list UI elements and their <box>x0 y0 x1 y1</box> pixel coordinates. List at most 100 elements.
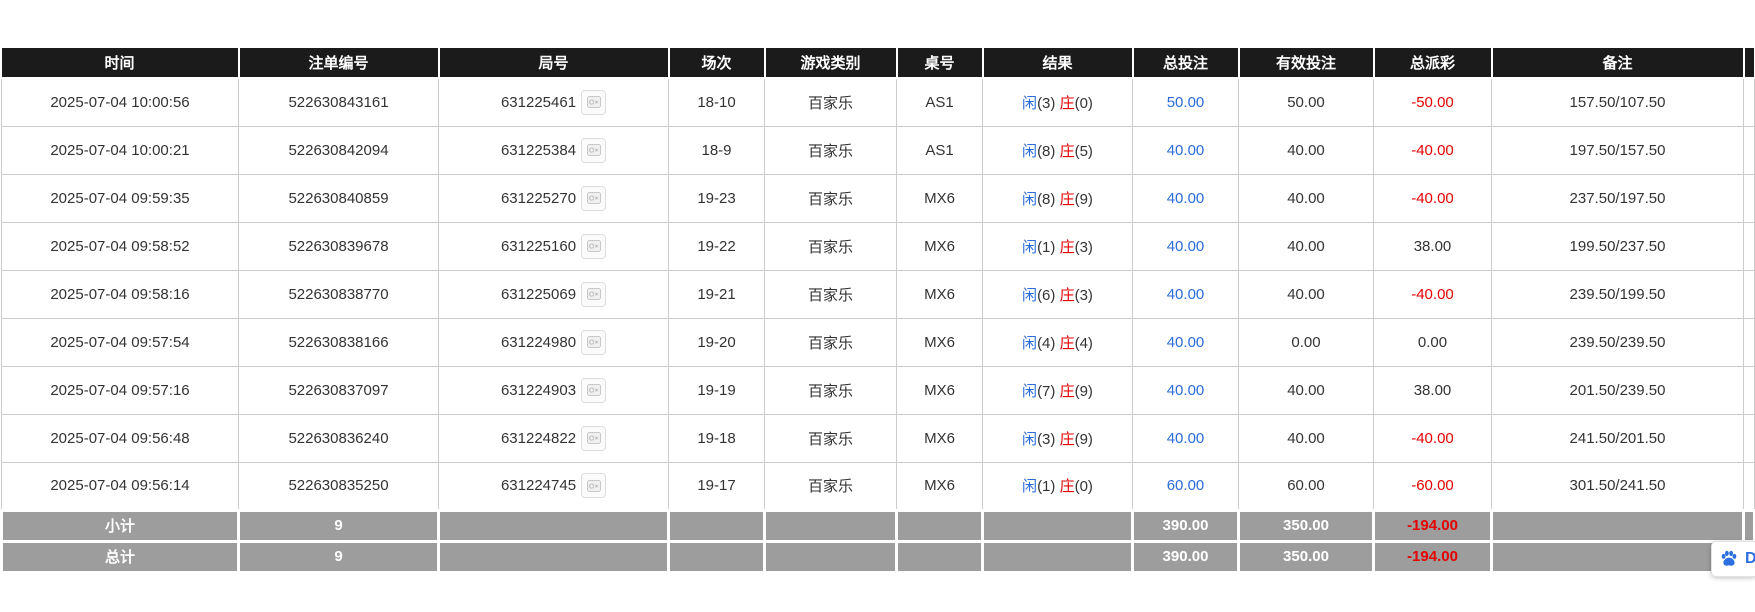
bet_id-text: 522630838166 <box>288 333 389 351</box>
valid_bet-text: 60.00 <box>1287 477 1325 494</box>
banker-label: 庄 <box>1059 94 1075 112</box>
video-replay-button[interactable] <box>581 473 607 498</box>
cell-session: 19-18 <box>668 413 765 463</box>
remark-text: 301.50/241.50 <box>1569 477 1666 494</box>
total-bet-link[interactable]: 40.00 <box>1166 333 1205 351</box>
video-replay-button[interactable] <box>581 233 607 259</box>
cell-round_id: 631224903 <box>438 365 669 415</box>
session-text: 19-17 <box>697 477 736 494</box>
bet_id-text: 522630843161 <box>288 93 389 111</box>
total-bet-link[interactable]: 40.00 <box>1166 285 1205 303</box>
total-bet-link[interactable]: 60.00 <box>1166 477 1205 494</box>
remark-text: 241.50/201.50 <box>1569 429 1666 447</box>
total-bet-link[interactable]: 40.00 <box>1166 189 1205 207</box>
subtotal-table-empty <box>895 508 984 543</box>
valid_bet-text: 40.00 <box>1287 381 1325 399</box>
cell-total_bet: 50.00 <box>1132 77 1239 127</box>
table-header-row: 时间 注单编号 局号 场次 游戏类别 桌号 结果 总投注 有效投注 总派彩 备注 <box>1 48 1755 79</box>
cell-total_payout: -60.00 <box>1373 461 1492 511</box>
total-result-empty <box>981 539 1134 574</box>
session-text: 18-9 <box>701 141 732 159</box>
cell-game_type: 百家乐 <box>764 221 897 271</box>
video-replay-icon <box>586 192 601 204</box>
total-label: 总计 <box>0 539 240 574</box>
total-bet-link[interactable]: 40.00 <box>1166 429 1205 447</box>
cell-session: 19-20 <box>668 317 765 367</box>
table_no-text: MX6 <box>924 189 955 207</box>
round-number: 631224745 <box>500 477 577 494</box>
game_type-text: 百家乐 <box>807 286 853 304</box>
valid_bet-text: 40.00 <box>1287 429 1325 447</box>
round-number: 631225160 <box>500 237 577 255</box>
video-replay-button[interactable] <box>581 89 607 115</box>
table-row: 2025-07-04 09:56:48 522630836240 631224822… <box>1 413 1755 463</box>
cell-session: 18-9 <box>668 125 765 175</box>
total-bet-link[interactable]: 50.00 <box>1166 93 1205 111</box>
cell-table_no: MX6 <box>896 461 983 511</box>
subtotal-result-empty <box>981 508 1134 543</box>
video-replay-button[interactable] <box>581 185 607 211</box>
cell-round_id: 631225270 <box>438 173 669 223</box>
table_no-text: MX6 <box>924 237 955 255</box>
video-replay-button[interactable] <box>581 377 607 403</box>
total-bet-link[interactable]: 40.00 <box>1166 141 1205 159</box>
column-header-session: 场次 <box>668 48 766 79</box>
bet_id-text: 522630836240 <box>288 429 389 447</box>
session-text: 19-23 <box>697 189 736 207</box>
round-id-group: 631225461 <box>501 89 607 115</box>
cell-total_bet: 40.00 <box>1132 125 1239 175</box>
cell-round_id: 631224980 <box>438 317 669 367</box>
cell-time: 2025-07-04 10:00:56 <box>1 77 239 127</box>
round-id-group: 631224980 <box>501 329 607 355</box>
paw-extension-button[interactable]: D <box>1711 541 1755 577</box>
cell-bet_id: 522630838770 <box>238 269 439 319</box>
cell-cut <box>1743 365 1755 415</box>
cell-valid_bet: 60.00 <box>1238 461 1374 511</box>
cell-result: 闲(3) 庄(9) <box>982 413 1133 463</box>
video-replay-button[interactable] <box>581 137 607 163</box>
cell-result: 闲(7) 庄(9) <box>982 365 1133 415</box>
round-id-group: 631224903 <box>501 377 607 403</box>
column-header-bet_id: 注单编号 <box>238 48 440 79</box>
video-replay-button[interactable] <box>581 425 607 451</box>
subtotal-label-text: 小计 <box>104 518 135 535</box>
table-viewport: 时间 注单编号 局号 场次 游戏类别 桌号 结果 总投注 有效投注 总派彩 备注 2025-07-0… <box>0 48 1755 574</box>
total-bet-link[interactable]: 40.00 <box>1166 381 1205 399</box>
total-payout-value: -50.00 <box>1411 93 1454 111</box>
cell-cut <box>1743 413 1755 463</box>
total-payout-value: -40.00 <box>1411 189 1454 207</box>
table_no-text: MX6 <box>924 381 955 399</box>
cell-table_no: MX6 <box>896 365 983 415</box>
column-header-remark: 备注 <box>1491 48 1745 79</box>
banker-label: 庄 <box>1059 286 1075 304</box>
cell-total_payout: -40.00 <box>1373 125 1492 175</box>
cell-table_no: AS1 <box>896 125 983 175</box>
player-count: (1) <box>1037 238 1056 256</box>
cell-round_id: 631225384 <box>438 125 669 175</box>
cell-session: 19-21 <box>668 269 765 319</box>
cell-game_type: 百家乐 <box>764 413 897 463</box>
total-count-text: 9 <box>334 548 343 565</box>
cell-total_payout: -40.00 <box>1373 413 1492 463</box>
cell-game_type: 百家乐 <box>764 125 897 175</box>
cell-cut <box>1743 317 1755 367</box>
time-text: 2025-07-04 09:56:14 <box>50 477 190 494</box>
cell-cut <box>1743 269 1755 319</box>
cell-result: 闲(1) 庄(3) <box>982 221 1133 271</box>
table-row: 2025-07-04 10:00:21 522630842094 631225384… <box>1 125 1755 175</box>
video-replay-button[interactable] <box>581 329 607 355</box>
player-label: 闲 <box>1022 238 1038 256</box>
cell-time: 2025-07-04 09:57:54 <box>1 317 239 367</box>
video-replay-icon <box>586 240 601 252</box>
total-payout-value: -40.00 <box>1411 141 1454 159</box>
subtotal-game-empty <box>763 508 898 543</box>
valid_bet-text: 50.00 <box>1287 93 1325 111</box>
cell-session: 18-10 <box>668 77 765 127</box>
total-payout-value: -40.00 <box>1411 285 1454 303</box>
banker-label: 庄 <box>1059 238 1075 256</box>
video-replay-button[interactable] <box>581 281 607 307</box>
total-bet-link[interactable]: 40.00 <box>1166 237 1205 255</box>
game_type-text: 百家乐 <box>807 430 853 448</box>
subtotal-cut-empty <box>1742 508 1755 543</box>
time-text: 2025-07-04 09:58:52 <box>50 237 190 255</box>
